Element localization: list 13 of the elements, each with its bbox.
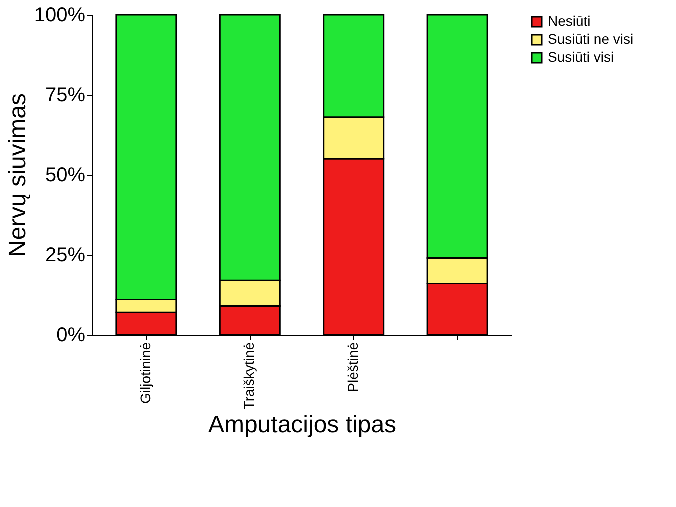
y-tick-label: 100%: [34, 4, 86, 26]
x-tick-label: Plėštinė: [344, 342, 361, 392]
legend-label: Susiūti visi: [548, 49, 614, 65]
y-tick-label: 25%: [45, 244, 86, 266]
y-tick-label: 75%: [45, 84, 86, 106]
x-tick-label: Giljotininė: [137, 342, 154, 404]
y-tick-label: 50%: [45, 164, 86, 186]
legend-label: Nesiūti: [548, 13, 591, 29]
legend-label: Susiūti ne visi: [548, 31, 634, 47]
x-axis-title: Amputacijos tipas: [208, 412, 397, 439]
y-axis-title: Nervų siuvimas: [4, 93, 32, 258]
x-tick-label: Traiškytinė: [241, 342, 258, 410]
y-tick-label: 0%: [56, 324, 86, 346]
